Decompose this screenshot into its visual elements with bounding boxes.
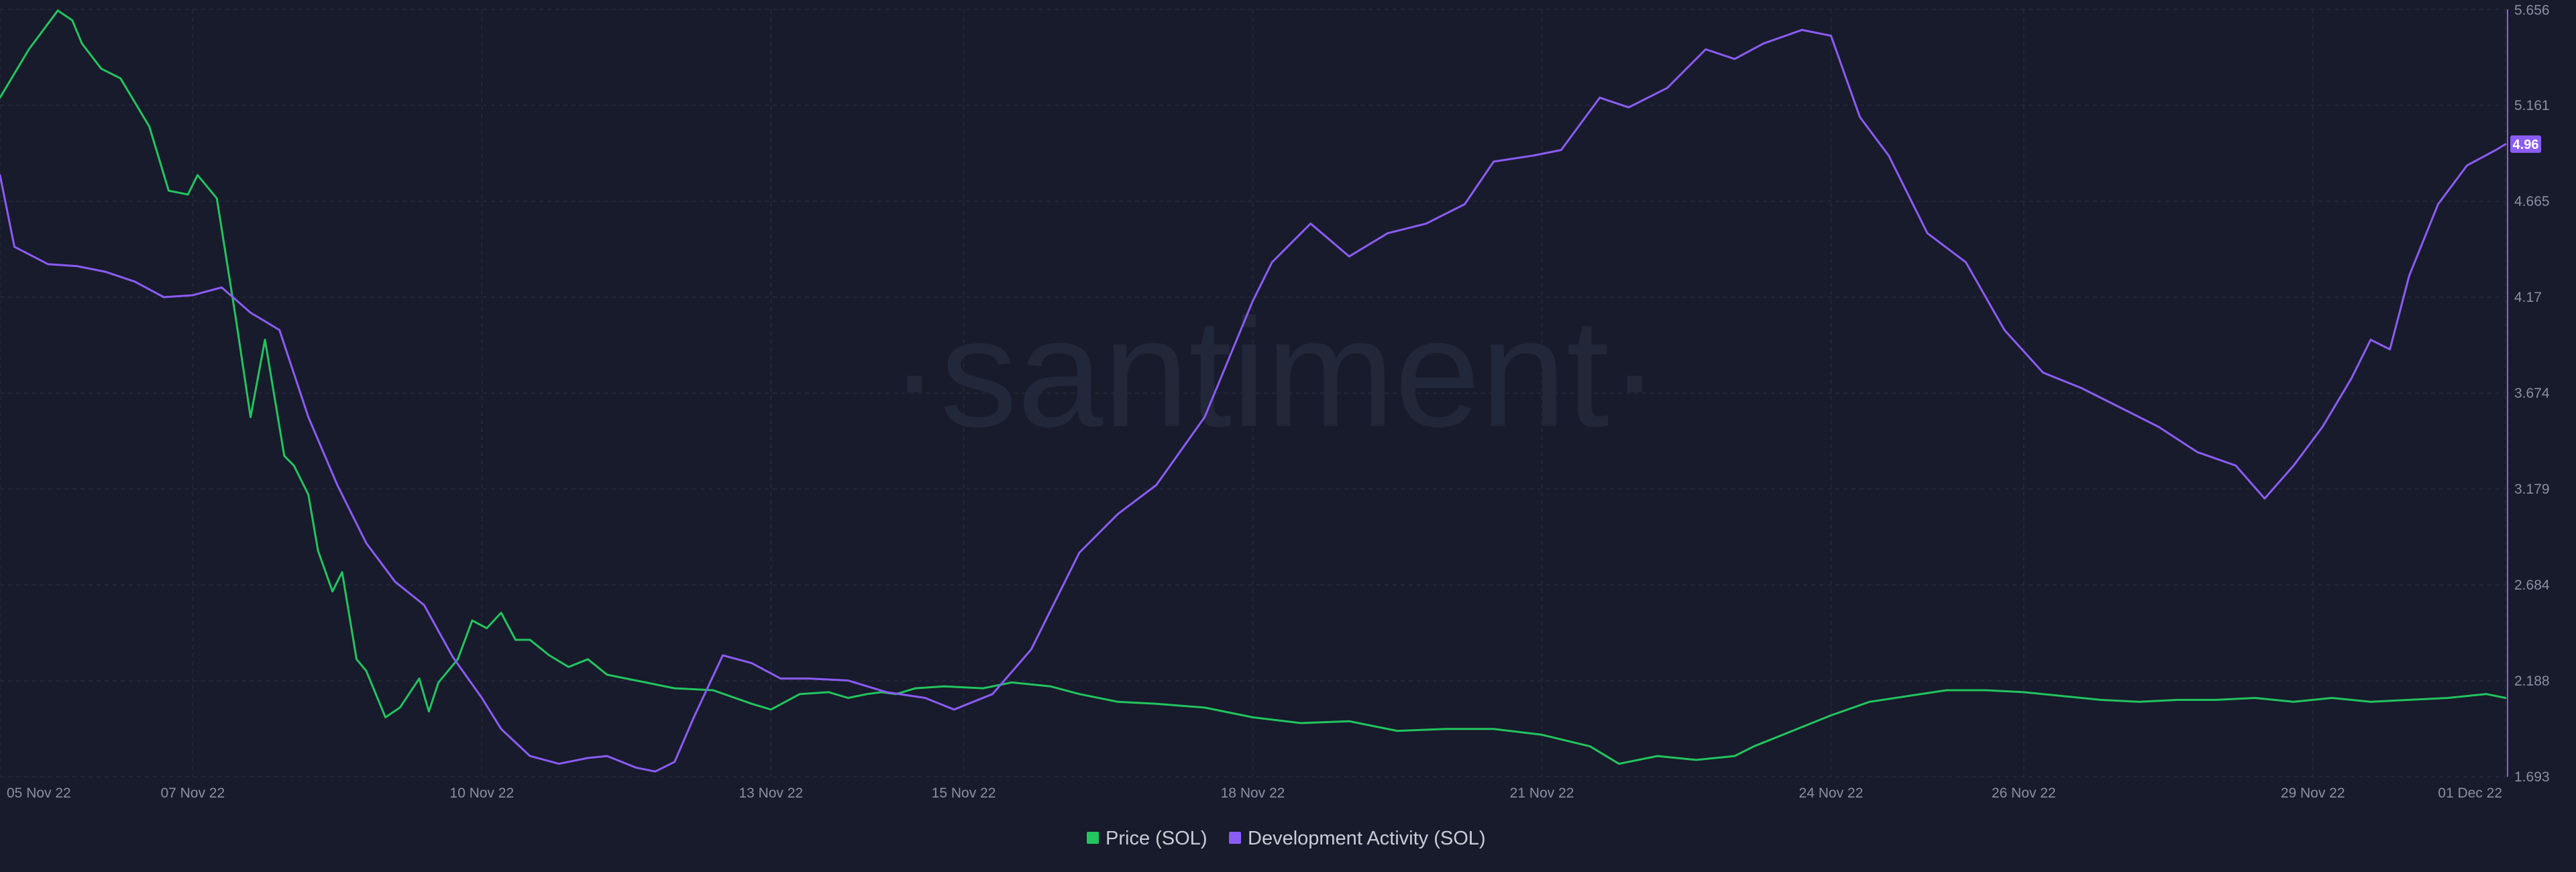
x-tick-label: 29 Nov 22	[2281, 785, 2345, 801]
legend-swatch-dev-activity[interactable]	[1229, 832, 1241, 844]
x-tick-label: 13 Nov 22	[739, 785, 803, 801]
grid-layer	[0, 9, 2506, 777]
legend-label-price[interactable]: Price (SOL)	[1106, 828, 1207, 849]
legend: Price (SOL) Development Activity (SOL)	[1087, 828, 1486, 849]
x-tick-label: 01 Dec 22	[2438, 785, 2502, 801]
y-tick-label: 3.179	[2514, 482, 2550, 497]
x-tick-label: 07 Nov 22	[160, 785, 225, 801]
y-tick-label: 2.684	[2514, 578, 2550, 593]
series-line-price	[0, 9, 2507, 765]
current-value-badge	[2510, 135, 2541, 153]
x-tick-label: 15 Nov 22	[932, 785, 996, 801]
current-value-badge-text: 4.96	[2513, 138, 2539, 152]
series-layer	[0, 9, 2507, 773]
watermark: ·santiment·	[889, 286, 1660, 459]
y-tick-label: 4.17	[2514, 290, 2542, 305]
x-tick-label: 10 Nov 22	[449, 785, 514, 801]
y-tick-label: 1.693	[2514, 769, 2550, 785]
x-tick-label: 24 Nov 22	[1799, 785, 1864, 801]
legend-label-dev-activity[interactable]: Development Activity (SOL)	[1248, 828, 1486, 849]
y-tick-label: 5.161	[2514, 98, 2550, 113]
y-tick-label: 4.665	[2514, 194, 2550, 209]
y-tick-label: 5.656	[2514, 3, 2550, 18]
series-line-dev-activity	[0, 29, 2507, 773]
axis-layer: 1.693 2.188 2.684 3.179 3.674 4.17 4.665 5.161 5…	[7, 3, 2550, 801]
y-tick-label: 3.674	[2514, 386, 2550, 401]
x-tick-label: 21 Nov 22	[1510, 785, 1574, 801]
y-tick-label: 2.188	[2514, 673, 2550, 689]
x-tick-label: 05 Nov 22	[7, 785, 71, 801]
legend-swatch-price[interactable]	[1087, 832, 1099, 844]
x-tick-label: 26 Nov 22	[1992, 785, 2056, 801]
x-tick-label: 18 Nov 22	[1221, 785, 1285, 801]
